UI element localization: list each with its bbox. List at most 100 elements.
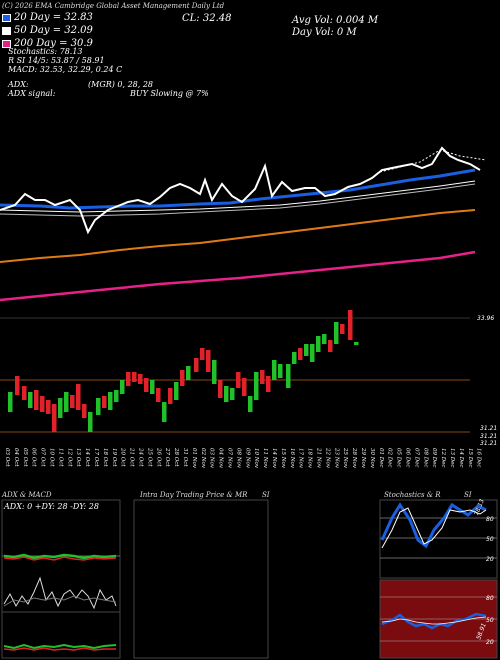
date-label: 02 Nov xyxy=(200,448,206,469)
date-label: 25 Nov xyxy=(342,447,348,469)
date-label: 28 Oct xyxy=(173,447,179,467)
date-label: 28 Nov xyxy=(351,447,357,469)
date-label: 14 Dec xyxy=(458,448,464,468)
ema200-line xyxy=(0,250,476,302)
candle xyxy=(22,386,27,400)
date-label: 08 Nov xyxy=(235,448,241,469)
stoch-white-line xyxy=(381,507,487,549)
candle xyxy=(310,344,315,362)
date-label: 06 Oct xyxy=(31,448,37,467)
candle xyxy=(316,336,321,352)
candle xyxy=(150,380,155,394)
date-label: 07 Oct xyxy=(40,448,46,467)
buy-signal-readout: BUY Slowing @ 7% xyxy=(130,89,209,98)
candle xyxy=(52,404,57,432)
candle xyxy=(28,392,33,408)
candle xyxy=(76,384,81,410)
candle xyxy=(278,364,283,378)
ema20-label: 20 Day = 32.83 xyxy=(14,12,93,23)
date-labels: 03 Oct 04 Oct 05 Oct 06 Oct 07 Oct 10 Oct 11 O… xyxy=(4,447,482,469)
adx-panel-readout: ADX: 0 +DY: 28 -DY: 28 xyxy=(4,502,99,511)
candle xyxy=(174,382,179,400)
candle xyxy=(58,398,63,418)
candle xyxy=(354,342,359,345)
rsi-readout: R SI 14/5: 53.87 / 58.91 xyxy=(8,56,105,65)
ema20-line xyxy=(0,168,476,210)
candle xyxy=(200,348,205,360)
candle xyxy=(328,340,333,352)
date-label: 30 Nov xyxy=(369,448,375,469)
candle xyxy=(322,334,327,344)
stochastics-readout: Stochastics: 78.13 xyxy=(8,47,83,56)
candle xyxy=(218,380,223,398)
candle xyxy=(168,388,173,404)
dotted-line xyxy=(379,149,487,173)
ema200-swatch xyxy=(2,39,11,48)
date-label: 05 Dec xyxy=(396,448,402,468)
adx-green-line xyxy=(3,553,117,560)
adx-signal-readout: ADX signal: xyxy=(8,89,56,98)
date-label: 18 Nov xyxy=(307,448,313,469)
mgr-readout: (MGR) 0, 28, 28 xyxy=(88,80,154,89)
candle xyxy=(304,344,309,356)
macd-green-line xyxy=(3,643,117,650)
date-label: 27 Oct xyxy=(164,447,170,467)
date-label: 04 Nov xyxy=(218,448,224,469)
candle xyxy=(114,390,119,402)
date-label: 13 Oct xyxy=(75,448,81,467)
date-label: 07 Dec xyxy=(413,448,419,468)
ema50-line-b xyxy=(0,183,476,217)
date-label: 20 Oct xyxy=(120,447,126,467)
date-label: 02 Dec xyxy=(387,448,393,468)
candle xyxy=(180,370,185,386)
candle xyxy=(138,374,143,384)
macd-white-line xyxy=(3,576,117,610)
date-label: 10 Oct xyxy=(49,448,55,467)
date-label: 16 Nov xyxy=(289,448,295,469)
ema50-swatch xyxy=(2,26,11,35)
rsi-level-50: 50 xyxy=(486,617,494,624)
candle xyxy=(34,390,39,410)
date-label: 25 Oct xyxy=(146,447,152,467)
candle xyxy=(40,396,45,412)
date-label: 01 Dec xyxy=(378,448,384,468)
candle xyxy=(292,352,297,364)
candle xyxy=(212,360,217,384)
date-label: 01 Nov xyxy=(191,448,197,469)
close-price: CL: 32.48 xyxy=(182,13,232,24)
date-label: 07 Nov xyxy=(227,448,233,469)
adx-readout: ADX: xyxy=(8,80,29,89)
candle xyxy=(340,324,345,334)
date-label: 22 Nov xyxy=(324,447,330,469)
ema50-legend: 50 Day = 32.09 xyxy=(2,25,93,36)
candle xyxy=(102,396,107,408)
adx-red-line xyxy=(3,556,117,561)
date-label: 21 Oct xyxy=(129,447,135,467)
candle xyxy=(88,412,93,432)
date-label: 17 Nov xyxy=(298,448,304,469)
candle xyxy=(206,350,211,372)
right-label-1: 31.21 xyxy=(480,425,497,432)
candle xyxy=(96,398,101,415)
ema20-swatch xyxy=(2,13,11,22)
right-label-2: 31.21 xyxy=(480,433,497,440)
candle xyxy=(254,372,259,400)
stoch-panel-title: Stochastics & R xyxy=(384,491,441,499)
date-label: 29 Nov xyxy=(360,447,366,469)
candle xyxy=(194,358,199,372)
ema200-label: 200 Day = 30.9 xyxy=(14,38,93,49)
date-label: 04 Oct xyxy=(13,448,19,467)
date-label: 12 Oct xyxy=(66,448,72,467)
candle xyxy=(248,396,253,412)
date-label: 03 Nov xyxy=(209,448,215,469)
date-label: 18 Oct xyxy=(102,448,108,467)
candle xyxy=(108,392,113,410)
intra-panel-frame xyxy=(133,499,269,659)
date-label: 24 Oct xyxy=(138,447,144,467)
date-label: 05 Oct xyxy=(22,448,28,467)
candle xyxy=(64,392,69,412)
candle xyxy=(126,372,131,386)
candle xyxy=(260,370,265,384)
date-label: 21 Nov xyxy=(316,447,322,469)
date-label: 09 Dec xyxy=(431,448,437,468)
